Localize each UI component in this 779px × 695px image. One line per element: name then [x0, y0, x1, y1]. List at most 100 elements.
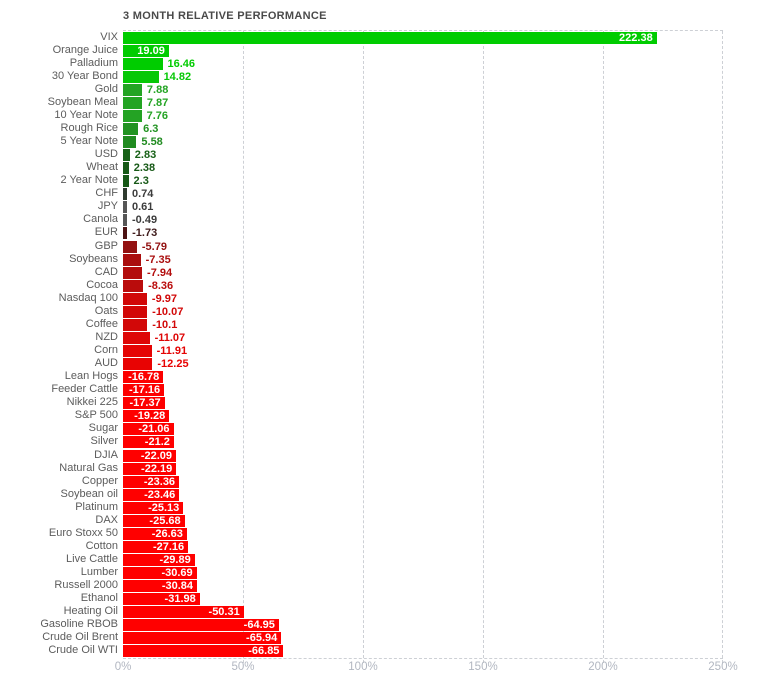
bar[interactable]: [123, 358, 153, 371]
category-label: S&P 500: [74, 409, 118, 422]
bar[interactable]: -30.69: [123, 567, 197, 580]
bar[interactable]: [123, 201, 127, 214]
category-label: Gold: [94, 82, 118, 95]
bar[interactable]: [123, 292, 147, 305]
bar[interactable]: -27.16: [123, 540, 189, 553]
bar-row: -25.13: [123, 501, 723, 514]
bar[interactable]: -23.46: [123, 488, 180, 501]
category-label: Gasoline RBOB: [40, 618, 118, 631]
value-label: 0.74: [132, 188, 154, 201]
value-label: -5.79: [141, 240, 167, 253]
bar[interactable]: [123, 188, 127, 201]
bar[interactable]: [123, 318, 148, 331]
bar[interactable]: -25.13: [123, 501, 184, 514]
category-label: Rough Rice: [60, 121, 118, 134]
bar[interactable]: [123, 227, 128, 240]
bar[interactable]: -23.36: [123, 475, 180, 488]
value-label: 5.58: [141, 136, 163, 149]
bar[interactable]: [123, 122, 139, 135]
bar[interactable]: -29.89: [123, 554, 195, 567]
category-label: 2 Year Note: [60, 174, 119, 187]
bar[interactable]: -21.2: [123, 436, 174, 449]
bar[interactable]: -50.31: [123, 606, 244, 619]
bar-row: -21.2: [123, 436, 723, 449]
bar-row: 222.38: [123, 31, 723, 44]
bar[interactable]: -17.16: [123, 384, 165, 397]
value-label: -12.25: [157, 358, 189, 371]
value-label: -16.78: [128, 371, 160, 384]
bar-row: -8.36: [123, 279, 723, 292]
bar-row: 14.82: [123, 70, 723, 83]
category-label: EUR: [94, 226, 118, 239]
value-label: -29.89: [159, 554, 191, 567]
bar[interactable]: [123, 331, 150, 344]
value-label: -21.2: [144, 436, 170, 449]
x-axis: 0% 50% 100% 150% 200% 250%: [115, 661, 738, 677]
bar[interactable]: -21.06: [123, 423, 174, 436]
value-label: 16.46: [167, 57, 196, 70]
bar[interactable]: -26.63: [123, 527, 187, 540]
value-label: -10.07: [152, 305, 184, 318]
category-label: Orange Juice: [52, 43, 118, 56]
bar[interactable]: [123, 175, 129, 188]
bar[interactable]: -65.94: [123, 632, 282, 645]
bar-row: -27.16: [123, 540, 723, 553]
bar[interactable]: -16.78: [123, 371, 164, 384]
bar[interactable]: 19.09: [123, 44, 169, 57]
bar[interactable]: [123, 240, 137, 253]
bar[interactable]: 222.38: [123, 31, 657, 44]
bar[interactable]: [123, 253, 141, 266]
bar-row: -9.97: [123, 292, 723, 305]
bar-row: -7.35: [123, 253, 723, 266]
value-label: 2.3: [133, 175, 149, 188]
bar-row: 7.76: [123, 109, 723, 122]
bar-row: -10.1: [123, 318, 723, 331]
bar[interactable]: [123, 70, 159, 83]
category-label: Natural Gas: [59, 461, 118, 474]
bar[interactable]: -64.95: [123, 619, 279, 632]
bar[interactable]: -17.37: [123, 397, 165, 410]
bar-row: -0.49: [123, 214, 723, 227]
bar[interactable]: [123, 266, 143, 279]
chart-title: 3 MONTH RELATIVE PERFORMANCE: [123, 10, 327, 22]
x-tick-label: 150%: [468, 661, 498, 673]
bar[interactable]: -31.98: [123, 593, 200, 606]
bar[interactable]: [123, 214, 127, 227]
bar[interactable]: [123, 162, 129, 175]
bar[interactable]: -30.84: [123, 580, 198, 593]
value-label: 2.38: [133, 162, 156, 175]
value-label: 6.3: [143, 122, 159, 135]
bar[interactable]: [123, 345, 152, 358]
value-label: -65.94: [246, 632, 278, 645]
bar-row: 0.74: [123, 188, 723, 201]
bar[interactable]: -25.68: [123, 514, 185, 527]
bar[interactable]: -66.85: [123, 645, 284, 658]
bar-row: -30.84: [123, 580, 723, 593]
value-label: -30.84: [161, 580, 194, 593]
bar[interactable]: [123, 83, 142, 96]
value-label: -50.31: [208, 606, 240, 619]
bar-row: 19.09: [123, 44, 723, 57]
bar[interactable]: [123, 305, 148, 318]
category-label: Soybeans: [69, 252, 118, 265]
bar[interactable]: [123, 57, 163, 70]
bar[interactable]: [123, 149, 130, 162]
category-label: Soybean oil: [60, 487, 119, 500]
bar[interactable]: [123, 96, 142, 109]
bar[interactable]: -22.19: [123, 462, 177, 475]
bar-row: -1.73: [123, 227, 723, 240]
bar[interactable]: [123, 109, 142, 122]
bar[interactable]: -22.09: [123, 449, 177, 462]
value-label: -19.28: [134, 410, 166, 423]
bar[interactable]: [123, 279, 144, 292]
bar[interactable]: [123, 136, 137, 149]
x-tick-label: 0%: [114, 661, 132, 673]
bar-row: -17.16: [123, 384, 723, 397]
bar-row: 2.83: [123, 149, 723, 162]
category-label: NZD: [95, 330, 118, 343]
value-label: -11.07: [154, 331, 186, 344]
value-label: -66.85: [248, 645, 280, 658]
bar[interactable]: -19.28: [123, 410, 170, 423]
bar-row: 0.61: [123, 201, 723, 214]
